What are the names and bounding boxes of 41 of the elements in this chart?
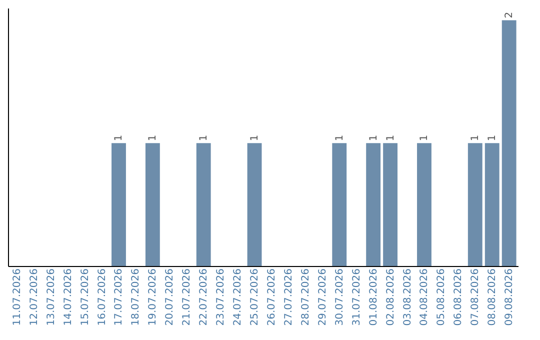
data-label: 1 bbox=[368, 134, 380, 142]
x-tick-label: 21.07.2026 bbox=[182, 268, 193, 326]
x-tick-label: 26.07.2026 bbox=[266, 268, 278, 326]
x-tick-label: 09.08.2026 bbox=[504, 268, 516, 326]
x-tick-label: 25.07.2026 bbox=[250, 268, 261, 326]
x-tick-label: 15.07.2026 bbox=[80, 268, 91, 326]
x-tick-label: 06.08.2026 bbox=[453, 268, 464, 326]
x-tick-label: 19.07.2026 bbox=[148, 268, 159, 326]
data-label: 1 bbox=[148, 134, 159, 142]
x-tick-label: 23.07.2026 bbox=[216, 268, 227, 326]
x-tick-label: 11.07.2026 bbox=[12, 268, 23, 326]
x-tick-label: 14.07.2026 bbox=[62, 268, 74, 326]
x-tick-label: 29.07.2026 bbox=[317, 268, 328, 326]
x-tick-label: 13.07.2026 bbox=[46, 268, 57, 326]
x-tick-label: 01.08.2026 bbox=[368, 268, 380, 326]
x-tick-label: 03.08.2026 bbox=[402, 268, 414, 326]
x-tick-label: 04.08.2026 bbox=[419, 268, 430, 326]
x-tick-label: 12.07.2026 bbox=[28, 268, 40, 326]
data-label: 1 bbox=[385, 134, 396, 142]
data-label: 2 bbox=[504, 12, 516, 18]
x-tick-label: 18.07.2026 bbox=[130, 268, 142, 326]
data-label: 1 bbox=[334, 134, 346, 142]
x-tick-label: 16.07.2026 bbox=[96, 268, 108, 326]
data-label: 1 bbox=[419, 134, 430, 142]
x-tick-label: 24.07.2026 bbox=[232, 268, 244, 326]
x-tick-label: 27.07.2026 bbox=[283, 268, 294, 326]
data-label: 1 bbox=[487, 134, 498, 142]
x-tick-label: 20.07.2026 bbox=[164, 268, 176, 326]
x-tick-label: 30.07.2026 bbox=[334, 268, 346, 326]
x-tick-label: 07.08.2026 bbox=[470, 268, 482, 326]
data-label: 1 bbox=[250, 134, 261, 142]
x-tick-label: 22.07.2026 bbox=[198, 268, 210, 326]
x-tick-label: 02.08.2026 bbox=[385, 268, 396, 326]
x-tick-label: 31.07.2026 bbox=[351, 268, 362, 326]
data-label: 1 bbox=[198, 134, 210, 142]
data-label: 1 bbox=[114, 134, 125, 142]
x-tick-label: 17.07.2026 bbox=[114, 268, 125, 326]
data-label: 1 bbox=[470, 134, 482, 142]
x-tick-label: 28.07.2026 bbox=[300, 268, 312, 326]
x-tick-label: 08.08.2026 bbox=[487, 268, 498, 326]
x-tick-label: 05.08.2026 bbox=[436, 268, 448, 326]
